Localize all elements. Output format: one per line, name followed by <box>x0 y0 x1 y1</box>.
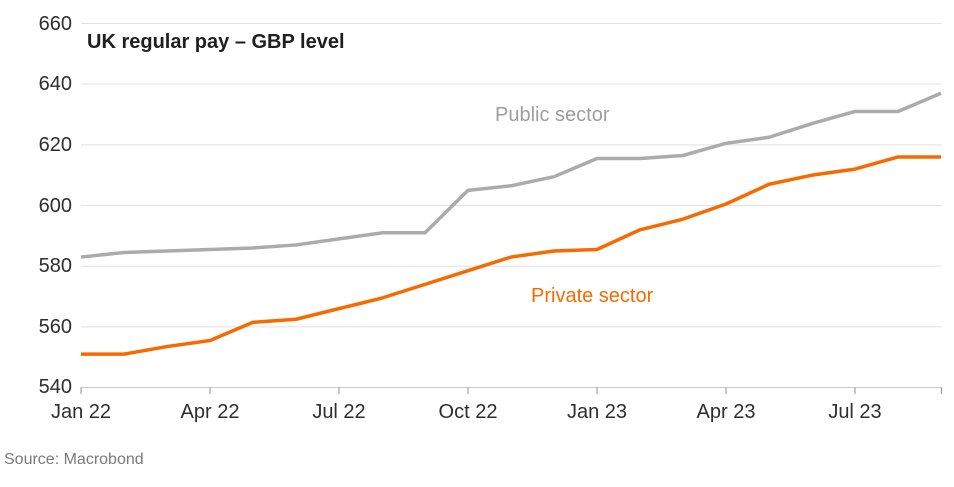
x-tick-label: Jul 23 <box>828 401 882 423</box>
x-tick-label: Jul 22 <box>312 401 366 423</box>
x-tick-label: Jan 22 <box>50 401 112 423</box>
x-tick-label: Apr 23 <box>696 401 756 423</box>
y-tick-label: 640 <box>38 73 72 95</box>
y-tick-label: 660 <box>38 13 72 35</box>
y-tick-label: 580 <box>38 255 72 277</box>
private-sector-series-label: Private sector <box>531 285 654 307</box>
public-sector-series-label: Public sector <box>495 104 610 126</box>
source-note: Source: Macrobond <box>4 451 144 468</box>
y-tick-label: 600 <box>38 195 72 217</box>
x-tick-label: Oct 22 <box>438 401 498 423</box>
y-tick-label: 620 <box>38 134 72 156</box>
chart-title: UK regular pay – GBP level <box>87 31 345 53</box>
x-tick-label: Apr 22 <box>180 401 240 423</box>
x-tick-label: Jan 23 <box>566 401 628 423</box>
y-tick-label: 540 <box>38 376 72 398</box>
y-tick-label: 560 <box>38 316 72 338</box>
